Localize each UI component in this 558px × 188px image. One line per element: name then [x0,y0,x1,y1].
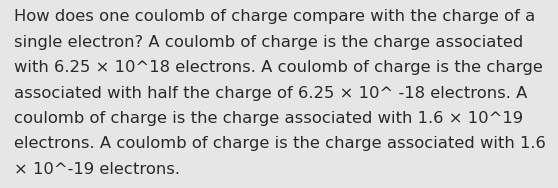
Text: × 10^-19 electrons.: × 10^-19 electrons. [14,162,180,177]
Text: electrons. A coulomb of charge is the charge associated with 1.6: electrons. A coulomb of charge is the ch… [14,136,546,151]
Text: coulomb of charge is the charge associated with 1.6 × 10^19: coulomb of charge is the charge associat… [14,111,523,126]
Text: associated with half the charge of 6.25 × 10^ -18 electrons. A: associated with half the charge of 6.25 … [14,86,527,101]
Text: single electron? A coulomb of charge is the charge associated: single electron? A coulomb of charge is … [14,35,523,50]
Text: How does one coulomb of charge compare with the charge of a: How does one coulomb of charge compare w… [14,9,535,24]
Text: with 6.25 × 10^18 electrons. A coulomb of charge is the charge: with 6.25 × 10^18 electrons. A coulomb o… [14,60,543,75]
